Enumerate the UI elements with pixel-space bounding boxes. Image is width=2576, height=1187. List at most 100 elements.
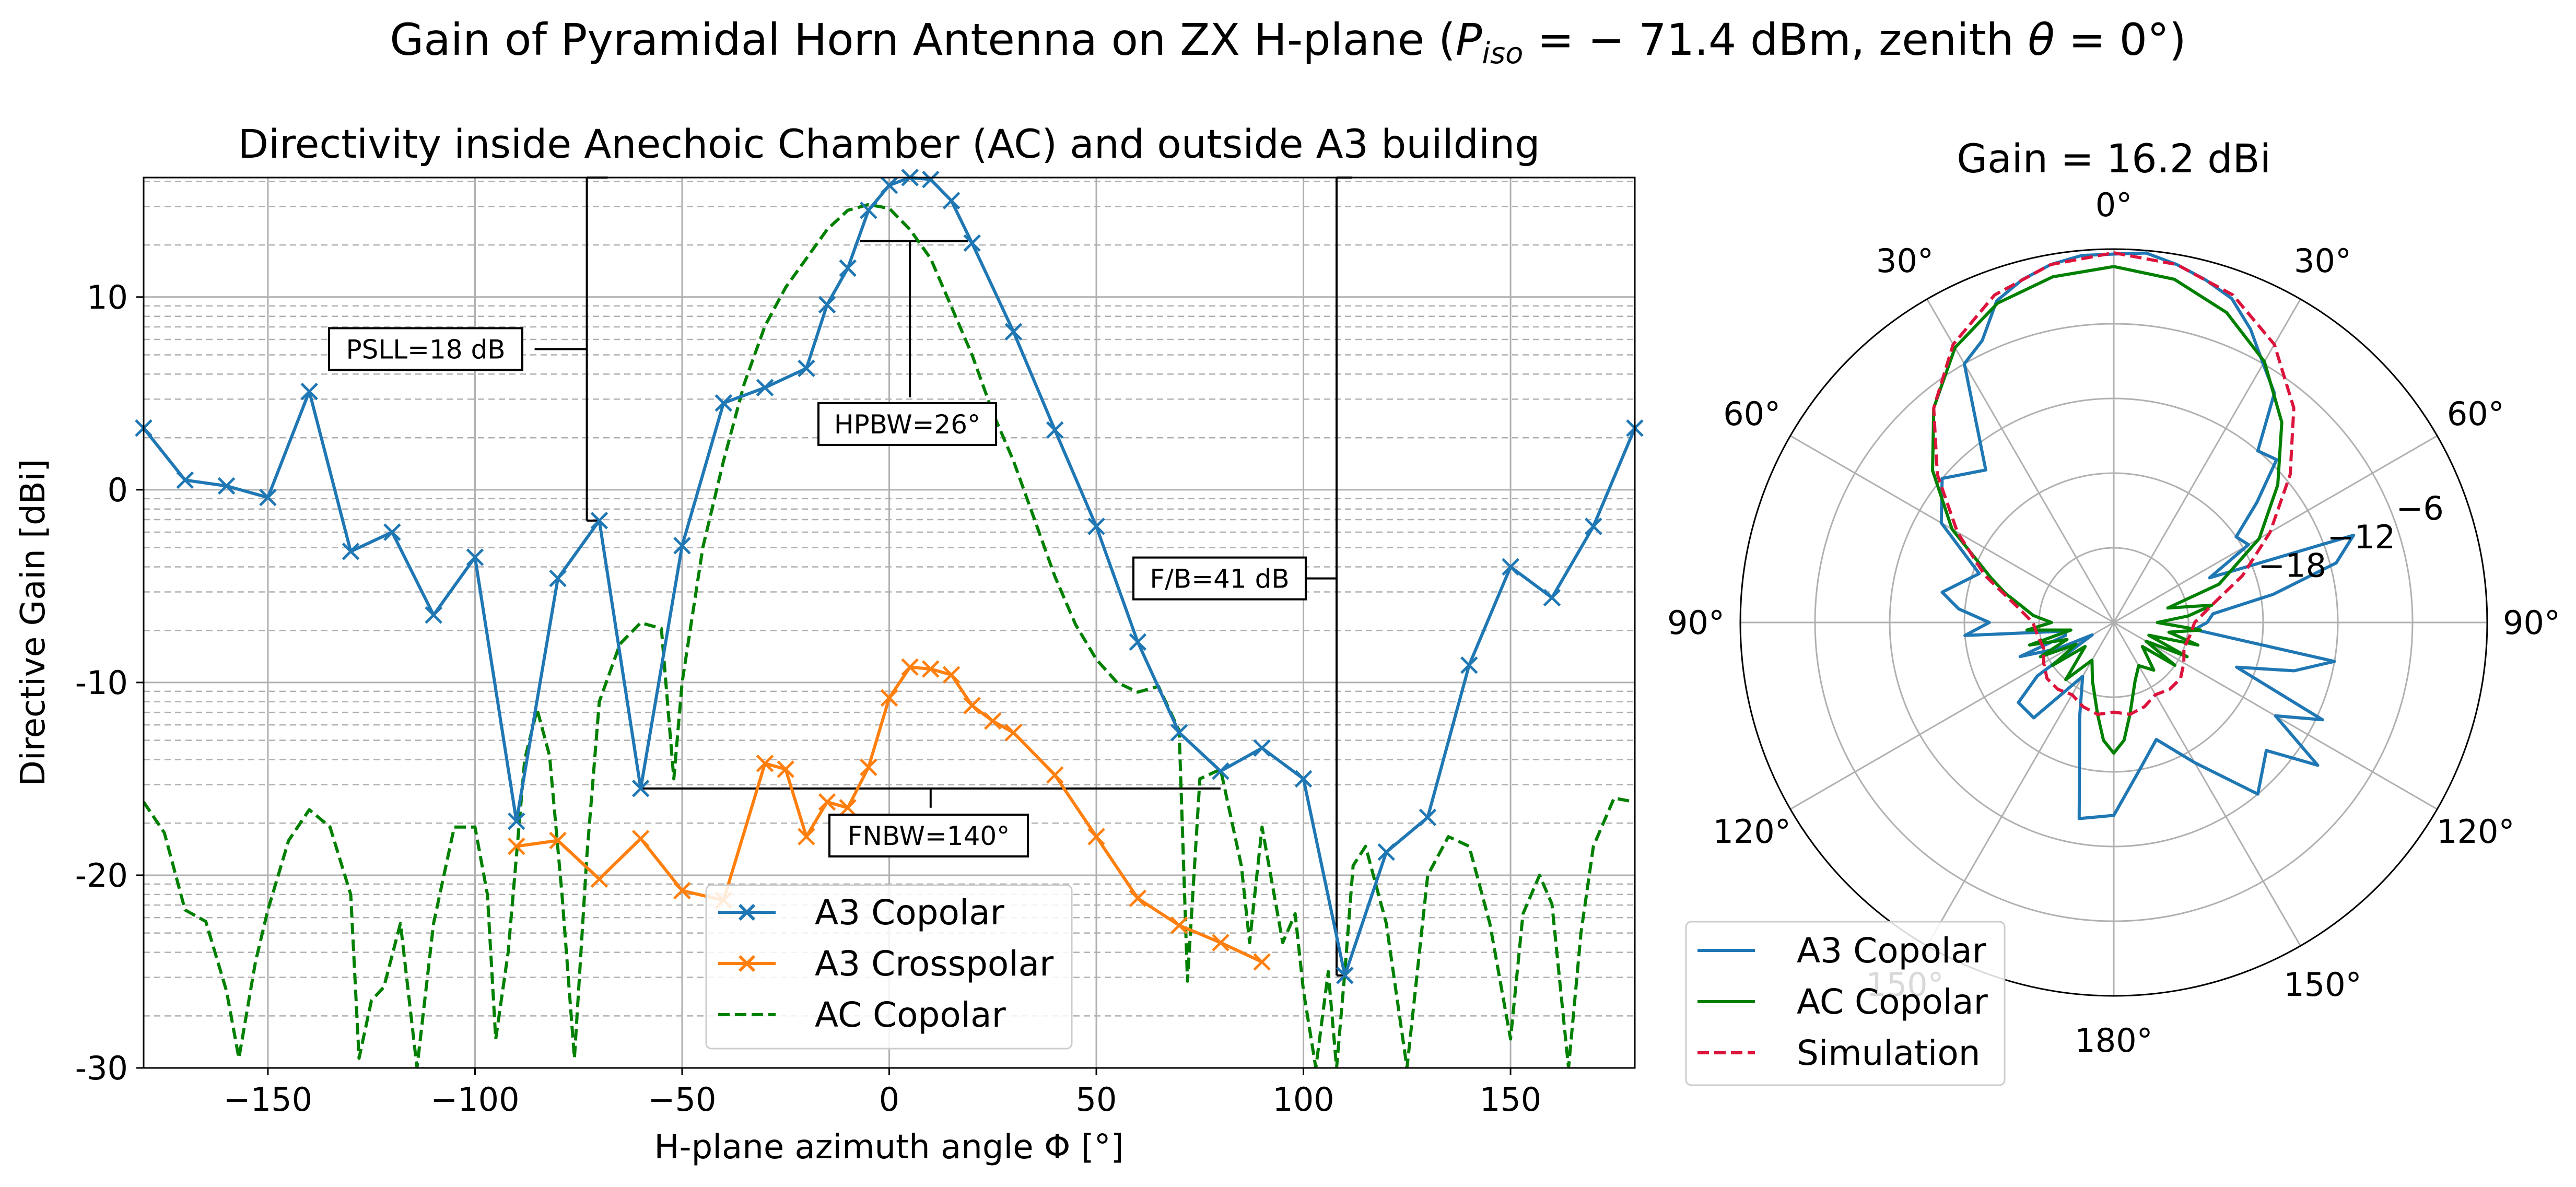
figure-title-prefix: Gain of Pyramidal Horn Antenna on ZX H-p… bbox=[390, 14, 1456, 65]
psll-annotation-text: PSLL=18 dB bbox=[346, 334, 505, 365]
y-tick-label: -20 bbox=[75, 856, 128, 895]
hpbw-annotation-text: HPBW=26° bbox=[834, 409, 980, 440]
polar-angle-label: 90° bbox=[1667, 604, 1725, 642]
data-point-a3-copolar bbox=[425, 606, 442, 624]
data-point-a3-copolar bbox=[818, 296, 836, 314]
data-point-a3-copolar bbox=[756, 379, 774, 397]
data-point-a3-crosspolar bbox=[1212, 934, 1230, 951]
data-point-a3-copolar bbox=[715, 394, 733, 412]
figure-title-mid: = − 71.4 dBm, zenith bbox=[1523, 14, 2028, 65]
cartesian-title: Directivity inside Anechoic Chamber (AC)… bbox=[238, 121, 1540, 167]
data-point-a3-copolar bbox=[1502, 558, 1519, 576]
data-point-a3-crosspolar bbox=[860, 758, 877, 777]
polar-spoke bbox=[2113, 299, 2301, 623]
fnbw-annotation: FNBW=140° bbox=[828, 814, 1029, 857]
data-point-a3-crosspolar bbox=[1253, 953, 1271, 971]
data-point-a3-crosspolar bbox=[507, 837, 525, 855]
data-point-a3-crosspolar bbox=[1046, 766, 1064, 784]
data-point-a3-crosspolar bbox=[880, 689, 898, 707]
polar-spoke bbox=[1926, 299, 2115, 623]
fnbw-annotation-box bbox=[828, 814, 1029, 857]
polar-radial-label: −18 bbox=[2258, 547, 2326, 585]
polar-legend-label-simulation: Simulation bbox=[1797, 1033, 1981, 1073]
cartesian-ylabel: Directive Gain [dBi] bbox=[14, 459, 53, 786]
figure-title-p: P bbox=[1456, 14, 1482, 65]
polar-spoke bbox=[1790, 621, 2114, 810]
x-tick-label: −100 bbox=[430, 1080, 519, 1119]
legend-marker-a3-crosspolar bbox=[738, 955, 756, 972]
x-tick-label: −50 bbox=[648, 1080, 717, 1119]
data-point-a3-copolar bbox=[942, 192, 961, 210]
data-point-a3-crosspolar bbox=[590, 870, 608, 888]
polar-frame bbox=[1739, 248, 2488, 997]
data-point-a3-crosspolar bbox=[963, 697, 981, 714]
polar-title: Gain = 16.2 dBi bbox=[1957, 135, 2271, 182]
polar-radial-label: −6 bbox=[2396, 489, 2443, 527]
fb-annotation: F/B=41 dB bbox=[1132, 556, 1307, 601]
cartesian-legend: A3 Copolar A3 Crosspolar AC Copolar bbox=[705, 884, 1073, 1050]
polar-chart: Gain = 16.2 dBi 0° 30° 60° 90° 120° 150° 180° 1… bbox=[1667, 135, 2560, 1086]
data-point-a3-copolar bbox=[1253, 739, 1271, 757]
data-point-a3-copolar bbox=[383, 523, 401, 541]
data-point-a3-copolar bbox=[631, 780, 650, 797]
data-point-a3-copolar bbox=[1336, 967, 1354, 984]
figure-title-suffix: = 0°) bbox=[2055, 14, 2186, 65]
fnbw-annotation-text: FNBW=140° bbox=[848, 821, 1010, 851]
data-point-a3-crosspolar bbox=[777, 760, 795, 778]
data-point-a3-copolar bbox=[1129, 633, 1147, 651]
data-point-a3-crosspolar bbox=[549, 831, 567, 850]
data-point-a3-crosspolar bbox=[818, 793, 836, 811]
psll-annotation-box bbox=[328, 327, 523, 371]
legend-label-a3-crosspolar: A3 Crosspolar bbox=[815, 944, 1054, 984]
polar-angle-label: 120° bbox=[1713, 813, 1791, 851]
data-point-a3-copolar bbox=[860, 201, 877, 219]
data-point-a3-copolar bbox=[922, 170, 940, 189]
data-point-a3-copolar bbox=[590, 512, 608, 530]
data-point-a3-copolar bbox=[673, 537, 691, 555]
polar-series bbox=[1931, 251, 2356, 820]
y-tick-label: -10 bbox=[75, 664, 128, 702]
data-point-a3-copolar bbox=[507, 812, 525, 830]
data-point-a3-copolar bbox=[963, 234, 981, 252]
cartesian-ticks: −150 −100 −50 0 50 100 150 -30 -20 -10 0 10 bbox=[75, 278, 1542, 1119]
figure-title: Gain of Pyramidal Horn Antenna on ZX H-p… bbox=[390, 14, 2186, 70]
data-point-a3-crosspolar bbox=[1129, 889, 1147, 908]
data-point-a3-crosspolar bbox=[1087, 828, 1105, 845]
cartesian-annotation-labels: PSLL=18 dB HPBW=26° FNBW=140° F/B=41 dB bbox=[328, 327, 1307, 857]
data-point-a3-crosspolar bbox=[673, 882, 691, 900]
figure-title-theta: θ bbox=[2028, 14, 2054, 65]
polar-legend: A3 Copolar AC Copolar Simulation bbox=[1685, 921, 2006, 1086]
data-point-a3-copolar bbox=[1004, 323, 1023, 341]
polar-angle-label: 90° bbox=[2503, 604, 2560, 642]
cartesian-series bbox=[135, 169, 1644, 1068]
x-tick-label: −150 bbox=[224, 1080, 312, 1119]
data-point-a3-copolar bbox=[839, 259, 857, 277]
polar-legend-label-a3-copolar: A3 Copolar bbox=[1797, 931, 1987, 971]
cartesian-annotations bbox=[534, 177, 1352, 977]
polar-spoke bbox=[2113, 435, 2438, 624]
polar-legend-box bbox=[1685, 921, 2006, 1086]
data-point-a3-copolar bbox=[549, 569, 567, 587]
data-point-a3-copolar bbox=[259, 488, 277, 507]
data-point-a3-copolar bbox=[342, 543, 360, 560]
polar-angle-label: 120° bbox=[2437, 813, 2514, 851]
cartesian-legend-box bbox=[705, 884, 1073, 1050]
data-point-a3-crosspolar bbox=[631, 830, 650, 848]
data-point-a3-copolar bbox=[1377, 843, 1395, 861]
legend-label-ac-copolar: AC Copolar bbox=[815, 995, 1006, 1035]
polar-angle-label: 30° bbox=[2294, 242, 2351, 280]
data-point-a3-copolar bbox=[1170, 724, 1188, 742]
data-point-a3-crosspolar bbox=[942, 666, 961, 684]
legend-label-a3-copolar: A3 Copolar bbox=[815, 892, 1005, 933]
polar-radial-label: −12 bbox=[2327, 518, 2395, 556]
data-point-a3-crosspolar bbox=[798, 828, 815, 845]
x-tick-label: 0 bbox=[879, 1080, 899, 1119]
data-point-a3-crosspolar bbox=[983, 712, 1002, 730]
data-point-a3-copolar bbox=[1460, 656, 1478, 674]
y-tick-label: 10 bbox=[87, 278, 128, 316]
polar-angle-label: 150° bbox=[2284, 966, 2361, 1004]
data-point-a3-copolar bbox=[217, 477, 236, 495]
polar-line-a3-copolar bbox=[1939, 251, 2356, 820]
cartesian-xlabel: H-plane azimuth angle Φ [°] bbox=[654, 1128, 1123, 1167]
